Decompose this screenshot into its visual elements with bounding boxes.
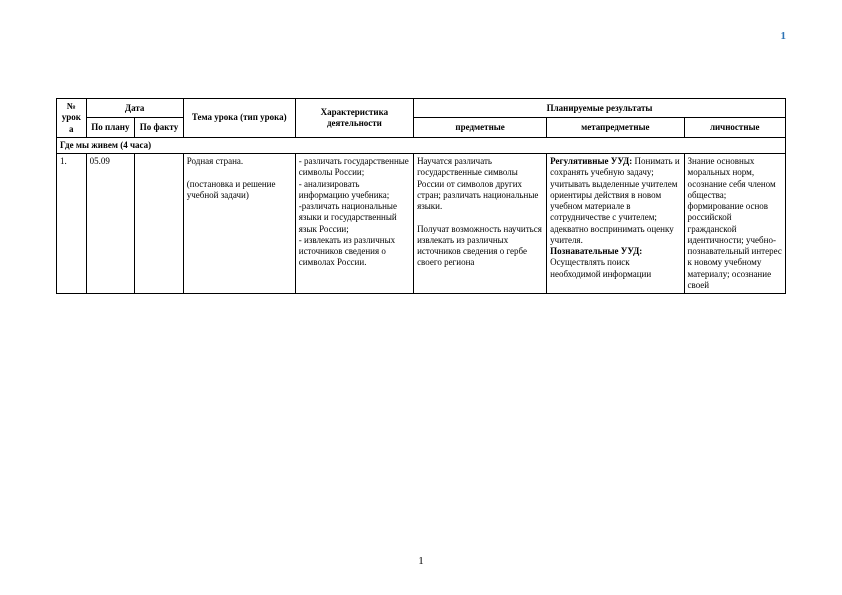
col-res-lich: личностные (684, 118, 785, 137)
col-res-pred: предметные (414, 118, 547, 137)
page: 1 № урока Дата Тема урока (тип урока) Ха… (0, 0, 842, 595)
cell-lich: Знание основных моральных норм, осознани… (684, 154, 785, 294)
col-charact: Характеристика деятельности (295, 99, 413, 138)
meta-text-1: Понимать и сохранять учебную задачу; учи… (550, 156, 679, 245)
col-results: Планируемые результаты (414, 99, 786, 118)
col-num: № урока (57, 99, 87, 138)
cell-date-fact (135, 154, 184, 294)
cell-charact: - различать государственные символы Росс… (295, 154, 413, 294)
col-topic: Тема урока (тип урока) (183, 99, 295, 138)
meta-text-2: Осуществлять поиск необходимой информаци… (550, 257, 651, 278)
cell-date-plan: 05.09 (86, 154, 135, 294)
meta-label-2: Познавательные УУД: (550, 246, 642, 256)
cell-meta: Регулятивные УУД: Понимать и сохранять у… (547, 154, 684, 294)
col-date: Дата (86, 99, 183, 118)
meta-label-1: Регулятивные УУД: (550, 156, 632, 166)
col-date-plan: По плану (86, 118, 135, 137)
cell-num: 1. (57, 154, 87, 294)
cell-topic: Родная страна.(постановка и решение учеб… (183, 154, 295, 294)
cell-pred: Научатся различать государственные симво… (414, 154, 547, 294)
section-row: Где мы живем (4 часа) (57, 137, 786, 153)
col-date-fact: По факту (135, 118, 184, 137)
page-number-top: 1 (781, 30, 787, 44)
col-res-meta: метапредметные (547, 118, 684, 137)
table-row: 1. 05.09 Родная страна.(постановка и реш… (57, 154, 786, 294)
section-title: Где мы живем (4 часа) (57, 137, 786, 153)
lesson-plan-table: № урока Дата Тема урока (тип урока) Хара… (56, 98, 786, 294)
page-number-bottom: 1 (0, 555, 842, 569)
table-header: № урока Дата Тема урока (тип урока) Хара… (57, 99, 786, 138)
